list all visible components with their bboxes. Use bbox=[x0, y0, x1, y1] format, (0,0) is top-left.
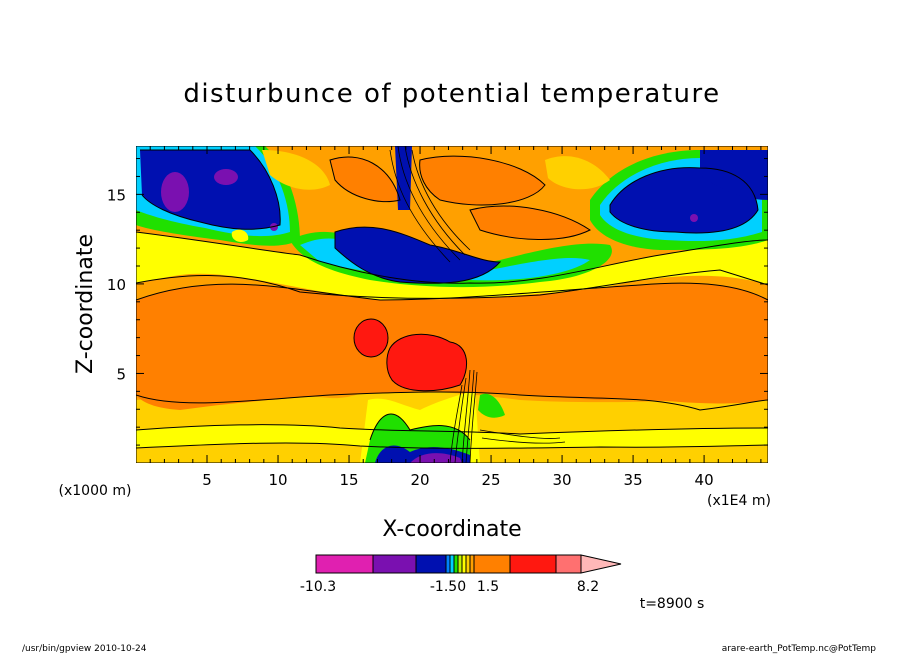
y-tick-label: 10 bbox=[107, 276, 126, 294]
colorbar-arrow bbox=[580, 554, 622, 574]
y-tick-label: 5 bbox=[116, 365, 126, 383]
colorbar-swatch bbox=[372, 554, 417, 574]
colorbar-swatch bbox=[469, 554, 475, 574]
x-unit-label: (x1E4 m) bbox=[707, 493, 771, 509]
chart-title: disturbunce of potential temperature bbox=[183, 79, 720, 109]
colorbar-swatch bbox=[457, 554, 463, 574]
colorbar-label-neg: -1.50 bbox=[430, 579, 466, 595]
x-tick-label: 35 bbox=[624, 471, 643, 489]
colorbar bbox=[315, 554, 622, 574]
y-axis-label: Z-coordinate bbox=[73, 234, 98, 374]
x-ticks: 5 10 15 20 25 30 35 40 bbox=[149, 146, 762, 489]
colorbar-swatch bbox=[453, 554, 459, 574]
x-tick-label: 15 bbox=[339, 471, 358, 489]
colorbar-label-max: 8.2 bbox=[577, 579, 599, 595]
x-tick-label: 30 bbox=[553, 471, 572, 489]
colorbar-swatch bbox=[473, 554, 511, 574]
colorbar-swatch bbox=[461, 554, 467, 574]
colorbar-swatch bbox=[415, 554, 447, 574]
time-label: t=8900 s bbox=[640, 596, 705, 612]
y-unit-label: (x1000 m) bbox=[59, 483, 132, 499]
x-tick-label: 25 bbox=[482, 471, 501, 489]
colorbar-swatch bbox=[445, 554, 451, 574]
x-tick-label: 10 bbox=[268, 471, 287, 489]
footer-left: /usr/bin/gpview 2010-10-24 bbox=[22, 644, 147, 654]
plot-area bbox=[136, 146, 768, 463]
y-ticks: 5 10 15 bbox=[107, 158, 768, 446]
y-tick-label: 15 bbox=[107, 186, 126, 204]
colorbar-label-pos: 1.5 bbox=[477, 579, 499, 595]
x-axis-label: X-coordinate bbox=[382, 517, 521, 542]
colorbar-swatch bbox=[509, 554, 557, 574]
x-tick-label: 40 bbox=[695, 471, 714, 489]
footer-right: arare-earth_PotTemp.nc@PotTemp bbox=[722, 644, 877, 654]
colorbar-swatch bbox=[465, 554, 471, 574]
x-tick-label: 20 bbox=[410, 471, 429, 489]
colorbar-swatch bbox=[449, 554, 455, 574]
colorbar-swatch bbox=[555, 554, 582, 574]
x-tick-label: 5 bbox=[202, 471, 212, 489]
colorbar-swatch bbox=[315, 554, 374, 574]
colorbar-label-min: -10.3 bbox=[300, 579, 336, 595]
